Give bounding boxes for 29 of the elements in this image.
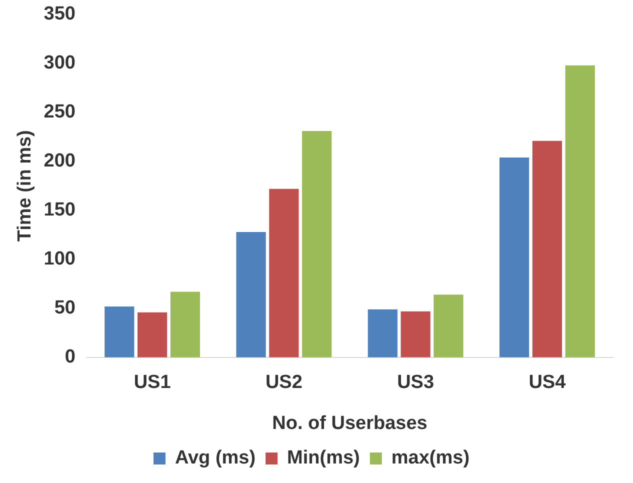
bar [302, 131, 332, 358]
x-tick-label: US4 [528, 372, 566, 394]
y-tick-label: 300 [44, 52, 76, 74]
bar [400, 311, 430, 358]
bar [499, 157, 530, 358]
bar [269, 188, 299, 358]
bar [368, 309, 398, 358]
bar [104, 306, 134, 358]
y-tick-label: 100 [44, 248, 76, 270]
y-tick-label: 50 [54, 298, 76, 319]
y-tick-label: 0 [64, 346, 76, 368]
bar [532, 140, 562, 358]
x-tick-label: US2 [265, 372, 302, 394]
legend-label: Avg (ms) [174, 448, 256, 469]
x-tick-label: US3 [397, 372, 434, 394]
y-axis-title: Time (in ms) [14, 130, 36, 242]
y-tick-label: 200 [44, 150, 76, 172]
legend-label: Min(ms) [287, 448, 360, 469]
y-tick-label: 350 [44, 4, 76, 25]
bar [236, 232, 266, 358]
bar [565, 65, 595, 358]
x-tick-label: US1 [134, 372, 172, 394]
legend-label: max(ms) [391, 448, 470, 469]
y-tick-label: 150 [44, 200, 76, 221]
x-axis-title: No. of Userbases [272, 412, 428, 434]
bar [138, 312, 168, 358]
y-tick-label: 250 [44, 102, 76, 123]
bar [434, 294, 464, 358]
bar [170, 292, 200, 358]
